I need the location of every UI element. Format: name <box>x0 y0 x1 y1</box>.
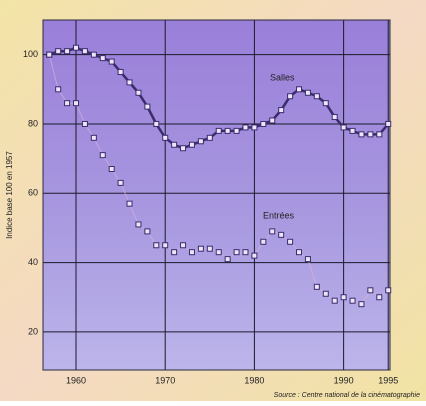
data-point <box>304 256 311 263</box>
y-tick-label: 80 <box>28 118 38 128</box>
data-point <box>358 131 365 138</box>
data-point <box>171 249 178 256</box>
data-point <box>349 297 356 304</box>
data-point <box>117 179 124 186</box>
data-point <box>117 68 124 75</box>
data-point <box>242 249 249 256</box>
data-point <box>215 249 222 256</box>
data-point <box>64 48 71 55</box>
data-point <box>90 134 97 141</box>
data-point <box>278 231 285 238</box>
x-tick-label: 1970 <box>155 375 175 385</box>
y-tick-label: 100 <box>23 49 38 59</box>
x-tick-label: 1980 <box>244 375 264 385</box>
y-tick-label: 20 <box>28 326 38 336</box>
data-point <box>126 200 133 207</box>
data-point <box>331 114 338 121</box>
data-point <box>162 134 169 141</box>
data-point <box>296 249 303 256</box>
x-tick-label: 1995 <box>378 375 398 385</box>
data-point <box>188 249 195 256</box>
data-point <box>197 138 204 145</box>
data-point <box>269 228 276 235</box>
data-point <box>180 242 187 249</box>
data-point <box>64 100 71 107</box>
plot-area <box>43 20 390 370</box>
data-point <box>99 152 106 159</box>
data-point <box>367 131 374 138</box>
data-point <box>180 145 187 152</box>
data-point <box>81 120 88 127</box>
x-tick-label: 1990 <box>334 375 354 385</box>
data-point <box>376 131 383 138</box>
data-point <box>385 287 392 294</box>
data-point <box>251 124 258 131</box>
y-axis-label: Indice base 100 en 1957 <box>5 151 14 239</box>
data-point <box>206 245 213 252</box>
series-label: Salles <box>270 72 295 82</box>
data-point <box>46 51 53 58</box>
data-point <box>233 127 240 134</box>
data-point <box>171 141 178 148</box>
data-point <box>81 48 88 55</box>
data-point <box>55 48 62 55</box>
x-tick-label: 1960 <box>66 375 86 385</box>
data-point <box>233 249 240 256</box>
data-point <box>144 228 151 235</box>
data-point <box>162 242 169 249</box>
data-point <box>153 242 160 249</box>
data-point <box>296 86 303 93</box>
y-tick-label: 40 <box>28 257 38 267</box>
data-point <box>73 44 80 51</box>
data-point <box>367 287 374 294</box>
data-point <box>99 55 106 62</box>
data-point <box>340 294 347 301</box>
data-point <box>153 120 160 127</box>
data-point <box>313 283 320 290</box>
data-point <box>197 245 204 252</box>
data-point <box>331 297 338 304</box>
data-point <box>304 89 311 96</box>
series-label: Entrées <box>263 210 295 220</box>
data-point <box>188 141 195 148</box>
data-point <box>251 252 258 259</box>
data-point <box>376 294 383 301</box>
data-point <box>385 120 392 127</box>
data-point <box>322 290 329 297</box>
source: Source : Centre national de la cinématog… <box>274 392 420 399</box>
data-point <box>349 127 356 134</box>
data-point <box>287 238 294 245</box>
data-point <box>224 256 231 263</box>
data-point <box>215 127 222 134</box>
data-point <box>313 93 320 100</box>
data-point <box>260 238 267 245</box>
y-tick-label: 60 <box>28 188 38 198</box>
plot-frame <box>42 19 391 371</box>
data-point <box>135 89 142 96</box>
data-point <box>55 86 62 93</box>
data-point <box>126 79 133 86</box>
data-point <box>90 51 97 58</box>
data-point <box>358 301 365 308</box>
data-point <box>144 103 151 110</box>
data-point <box>224 127 231 134</box>
data-point <box>260 120 267 127</box>
data-point <box>73 100 80 107</box>
data-point <box>269 117 276 124</box>
data-point <box>340 124 347 131</box>
data-point <box>206 134 213 141</box>
data-point <box>108 58 115 65</box>
data-point <box>278 107 285 114</box>
data-point <box>242 124 249 131</box>
data-point <box>287 93 294 100</box>
data-point <box>108 166 115 173</box>
data-point <box>135 221 142 228</box>
data-point <box>322 100 329 107</box>
